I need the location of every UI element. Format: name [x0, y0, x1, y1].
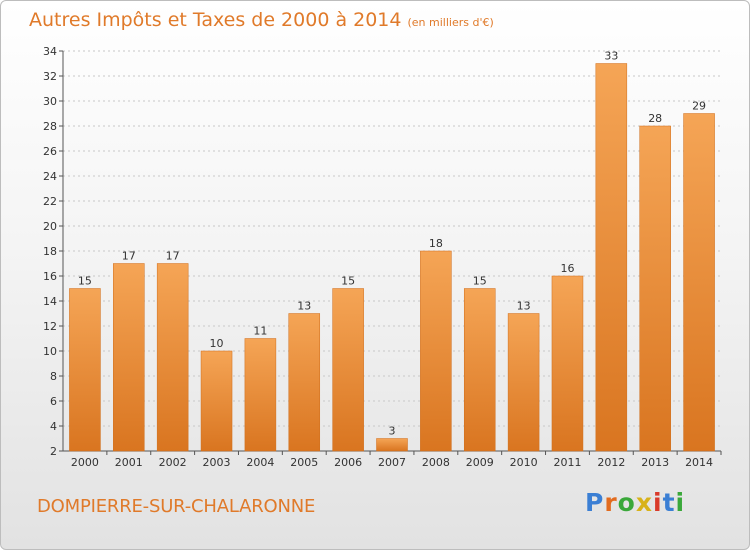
bar-2003: [200, 350, 233, 452]
data-label: 15: [341, 275, 355, 288]
bar-2012: [595, 63, 628, 452]
logo-letter: P: [585, 488, 605, 517]
bar-2011: [551, 275, 584, 452]
y-tick-label: 4: [50, 420, 57, 433]
x-tick-label: 2009: [466, 456, 494, 469]
bar-2014: [683, 113, 715, 452]
data-label: 3: [389, 425, 396, 438]
data-label: 17: [166, 250, 180, 263]
logo-letter: x: [635, 488, 653, 517]
proxiti-logo: Proxiti: [585, 488, 685, 517]
logo-letter: t: [662, 488, 676, 517]
x-tick-label: 2005: [290, 456, 318, 469]
x-tick-label: 2001: [115, 456, 143, 469]
data-label: 28: [648, 112, 662, 125]
data-label: 15: [78, 275, 92, 288]
y-tick-label: 12: [43, 320, 57, 333]
bar-2004: [244, 338, 277, 452]
x-tick-label: 2010: [510, 456, 538, 469]
y-tick-label: 10: [43, 345, 57, 358]
x-tick-label: 2006: [334, 456, 362, 469]
y-tick-label: 14: [43, 295, 57, 308]
y-tick-label: 8: [50, 370, 57, 383]
bar-2006: [332, 288, 364, 452]
logo-letter: r: [604, 488, 618, 517]
unit-label: (en milliers d'€): [407, 16, 494, 29]
bar-2009: [463, 288, 496, 452]
bar-2007: [376, 438, 408, 452]
x-tick-label: 2004: [246, 456, 274, 469]
y-tick-label: 20: [43, 220, 57, 233]
y-tick-label: 22: [43, 195, 57, 208]
y-tick-label: 26: [43, 145, 57, 158]
bar-2010: [507, 313, 540, 452]
chart-title: Autres Impôts et Taxes de 2000 à 2014 (en…: [29, 9, 494, 31]
logo-letter: i: [675, 488, 686, 517]
x-tick-label: 2002: [159, 456, 187, 469]
data-label: 17: [122, 250, 136, 263]
data-label: 10: [210, 337, 224, 350]
bar-2000: [69, 288, 101, 452]
y-tick-label: 30: [43, 95, 57, 108]
data-label: 18: [429, 237, 443, 250]
data-label: 15: [473, 275, 487, 288]
y-tick-label: 16: [43, 270, 57, 283]
y-tick-label: 28: [43, 120, 57, 133]
data-label: 16: [560, 262, 574, 275]
data-label: 29: [692, 100, 706, 113]
y-tick-label: 2: [50, 445, 57, 458]
y-tick-label: 32: [43, 70, 57, 83]
data-label: 33: [604, 50, 618, 63]
data-label: 13: [517, 300, 531, 313]
data-label: 11: [253, 325, 267, 338]
logo-letter: o: [617, 488, 636, 517]
x-tick-label: 2012: [597, 456, 625, 469]
bar-2008: [420, 250, 452, 452]
bar-2013: [639, 125, 671, 452]
y-tick-label: 6: [50, 395, 57, 408]
x-tick-label: 2000: [71, 456, 99, 469]
bar-2001: [113, 263, 145, 452]
logo-letter: i: [653, 488, 663, 517]
x-tick-label: 2007: [378, 456, 406, 469]
bar-2005: [288, 313, 321, 452]
x-tick-label: 2013: [641, 456, 669, 469]
bar-2002: [156, 263, 189, 452]
title-text: Autres Impôts et Taxes de 2000 à 2014: [29, 9, 402, 31]
x-tick-label: 2014: [685, 456, 713, 469]
x-tick-label: 2003: [203, 456, 231, 469]
x-tick-label: 2011: [553, 456, 581, 469]
x-tick-label: 2008: [422, 456, 450, 469]
y-tick-label: 34: [43, 45, 57, 58]
commune-name: DOMPIERRE-SUR-CHALARONNE: [37, 496, 316, 517]
data-label: 13: [297, 300, 311, 313]
y-tick-label: 24: [43, 170, 57, 183]
y-tick-label: 18: [43, 245, 57, 258]
